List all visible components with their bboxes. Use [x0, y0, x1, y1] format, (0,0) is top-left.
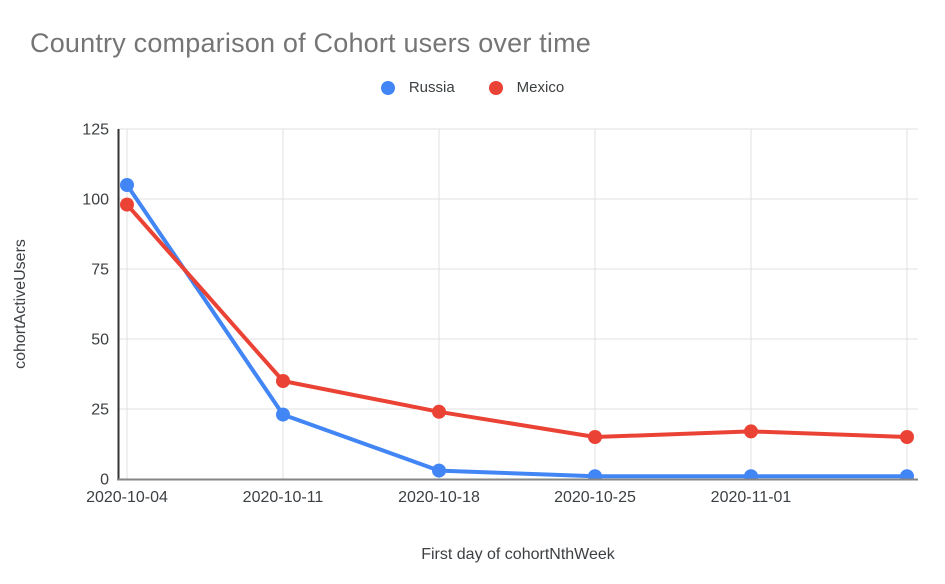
data-point-russia-1[interactable] — [276, 407, 290, 422]
data-point-mexico-5[interactable] — [900, 430, 914, 444]
data-point-russia-2[interactable] — [432, 463, 446, 478]
y-tick-label-75: 75 — [91, 262, 109, 279]
y-axis-title: cohortActiveUsers — [12, 239, 29, 369]
y-tick-label-0: 0 — [100, 472, 109, 489]
data-point-mexico-0[interactable] — [120, 197, 134, 212]
data-point-mexico-1[interactable] — [276, 374, 290, 388]
series-line-mexico — [125, 202, 909, 439]
legend-label: Russia — [408, 79, 455, 96]
x-tick-label-1: 2020-10-11 — [243, 489, 324, 506]
y-tick-label-50: 50 — [91, 332, 109, 349]
x-axis-title: First day of cohortNthWeek — [421, 546, 616, 563]
y-tick-label-25: 25 — [91, 402, 109, 419]
data-point-mexico-3[interactable] — [588, 430, 602, 444]
data-point-russia-0[interactable] — [120, 178, 134, 192]
legend-item-russia: Russia — [380, 79, 455, 96]
y-tick-label-100: 100 — [82, 192, 109, 209]
x-tick-label-3: 2020-10-25 — [554, 489, 636, 506]
data-point-mexico-4[interactable] — [744, 424, 758, 439]
legend-label: Mexico — [516, 79, 565, 96]
series-line-russia — [125, 183, 909, 479]
legend-item-mexico: Mexico — [488, 79, 565, 96]
data-point-russia-3[interactable] — [588, 469, 602, 483]
legend-dot-mexico — [488, 80, 503, 95]
chart-title: Country comparison of Cohort users over … — [30, 28, 592, 58]
data-point-russia-5[interactable] — [900, 469, 914, 483]
legend-dot-russia — [380, 80, 395, 95]
y-tick-label-125: 125 — [82, 122, 109, 139]
plot-area — [120, 178, 914, 483]
x-tick-label-2: 2020-10-18 — [398, 489, 480, 506]
x-tick-label-0: 2020-10-04 — [86, 489, 168, 506]
data-point-mexico-2[interactable] — [432, 404, 446, 419]
chart-legend: Russia Mexico — [0, 79, 945, 96]
x-tick-label-4: 2020-11-01 — [711, 489, 792, 506]
data-point-russia-4[interactable] — [744, 469, 758, 483]
